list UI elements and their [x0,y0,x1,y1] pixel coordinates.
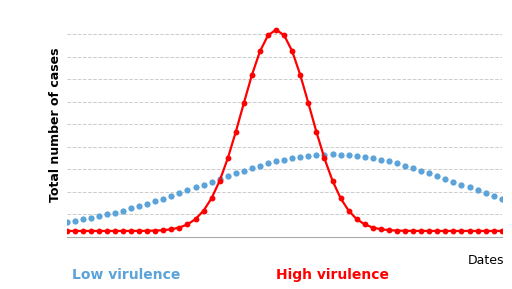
Text: Dates: Dates [468,254,504,266]
Y-axis label: Total number of cases: Total number of cases [49,47,62,201]
Text: High virulence: High virulence [276,268,390,281]
Text: Low virulence: Low virulence [72,268,180,281]
